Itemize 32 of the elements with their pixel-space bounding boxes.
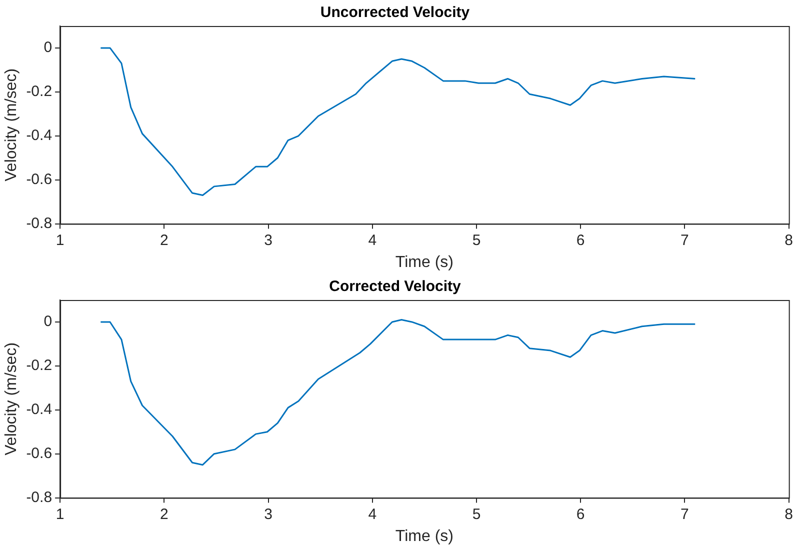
x-tick-label: 7 — [680, 506, 689, 523]
x-tick-label: 1 — [56, 506, 64, 523]
y-tick-label: -0.4 — [26, 127, 52, 144]
x-tick-label: 4 — [368, 506, 377, 523]
x-tick-label: 6 — [576, 232, 585, 249]
chart-title: Corrected Velocity — [329, 278, 462, 296]
x-tick-label: 7 — [680, 232, 689, 249]
chart-title: Uncorrected Velocity — [320, 4, 470, 22]
x-tick-label: 4 — [368, 232, 377, 249]
y-tick-label: -0.8 — [26, 214, 52, 232]
x-tick-label: 3 — [264, 506, 272, 523]
x-tick-label: 3 — [264, 232, 272, 249]
x-tick-label: 5 — [472, 506, 481, 523]
x-axis-title: Time (s) — [395, 528, 454, 545]
y-tick-label: -0.8 — [26, 488, 52, 506]
x-tick-label: 2 — [160, 506, 168, 523]
x-tick-label: 2 — [160, 232, 168, 249]
x-tick-label: 5 — [472, 232, 481, 249]
x-tick-label: 8 — [784, 232, 793, 249]
y-tick-label: -0.4 — [26, 401, 52, 418]
x-axis-title: Time (s) — [395, 254, 454, 271]
x-tick-label: 6 — [576, 506, 585, 523]
y-tick-label: 0 — [44, 313, 52, 330]
y-tick-label: -0.2 — [26, 357, 52, 374]
y-axis-title: Velocity (m/sec) — [3, 68, 20, 182]
x-tick-label: 1 — [56, 232, 64, 249]
y-tick-label: -0.2 — [26, 83, 52, 100]
x-tick-label: 8 — [784, 506, 793, 523]
y-tick-label: -0.6 — [26, 444, 52, 462]
y-tick-label: 0 — [44, 39, 52, 56]
y-axis-title: Velocity (m/sec) — [3, 342, 20, 456]
y-tick-label: -0.6 — [26, 170, 52, 188]
